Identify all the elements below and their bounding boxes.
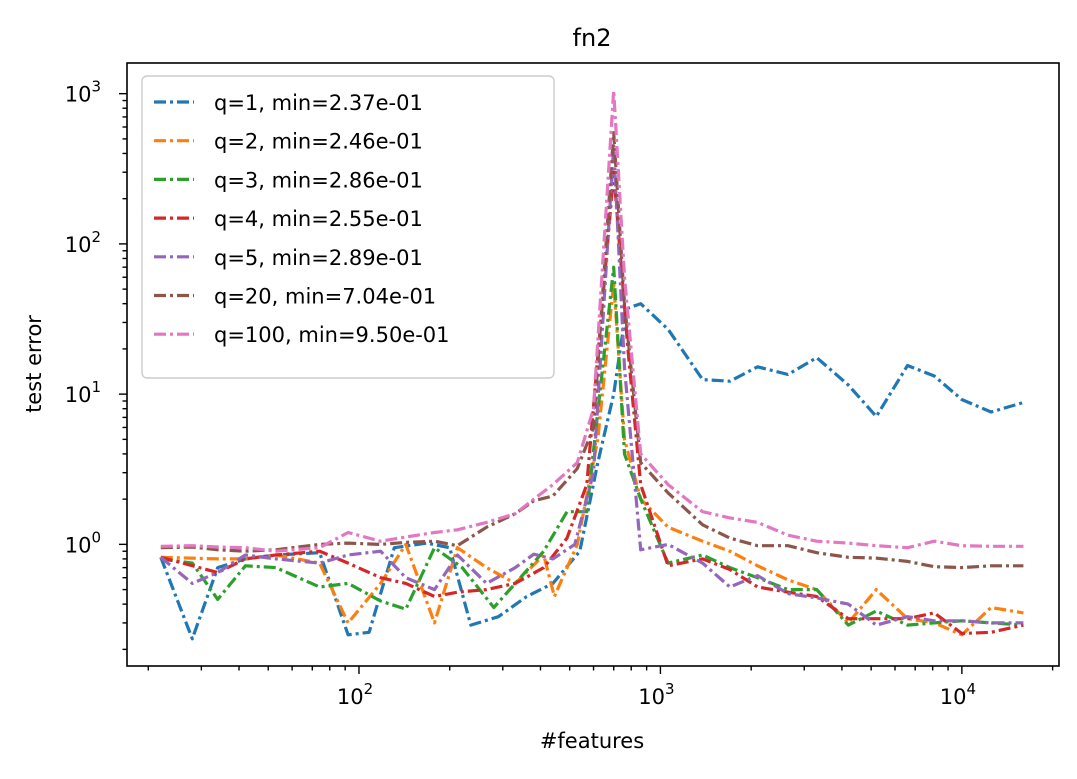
chart-title: fn2 <box>573 24 612 52</box>
legend-label-3: q=3, min=2.86e-01 <box>214 168 423 192</box>
legend: q=1, min=2.37e-01 q=2, min=2.46e-01 q=3, m… <box>141 75 555 379</box>
legend-box <box>141 75 555 379</box>
y-tick-label: 101 <box>65 378 101 407</box>
legend-label-1: q=1, min=2.37e-01 <box>214 91 423 115</box>
legend-label-7: q=100, min=9.50e-01 <box>214 323 450 347</box>
series-line-5 <box>159 144 1024 627</box>
series-line-1 <box>159 302 1024 641</box>
y-tick-label: 102 <box>65 228 101 257</box>
y-tick-label: 100 <box>65 528 101 557</box>
series-line-3 <box>160 265 1024 627</box>
series-layer <box>159 88 1024 641</box>
series-line-7 <box>160 88 1024 553</box>
series-line-2 <box>160 281 1024 637</box>
x-axis: 102 103 104 <box>147 666 1054 709</box>
x-tick-label: 102 <box>337 680 373 709</box>
legend-label-4: q=4, min=2.55e-01 <box>214 207 423 231</box>
y-axis-label: test error <box>22 315 46 413</box>
x-tick-label: 104 <box>940 680 976 709</box>
legend-label-2: q=2, min=2.46e-01 <box>214 130 423 154</box>
y-tick-label: 103 <box>65 78 101 107</box>
y-axis: 100 101 102 103 <box>65 78 127 651</box>
x-axis-label: #features <box>540 729 644 753</box>
series-line-4 <box>160 170 1024 636</box>
x-tick-label: 103 <box>638 680 674 709</box>
legend-label-6: q=20, min=7.04e-01 <box>214 285 436 309</box>
legend-label-5: q=5, min=2.89e-01 <box>214 246 423 270</box>
